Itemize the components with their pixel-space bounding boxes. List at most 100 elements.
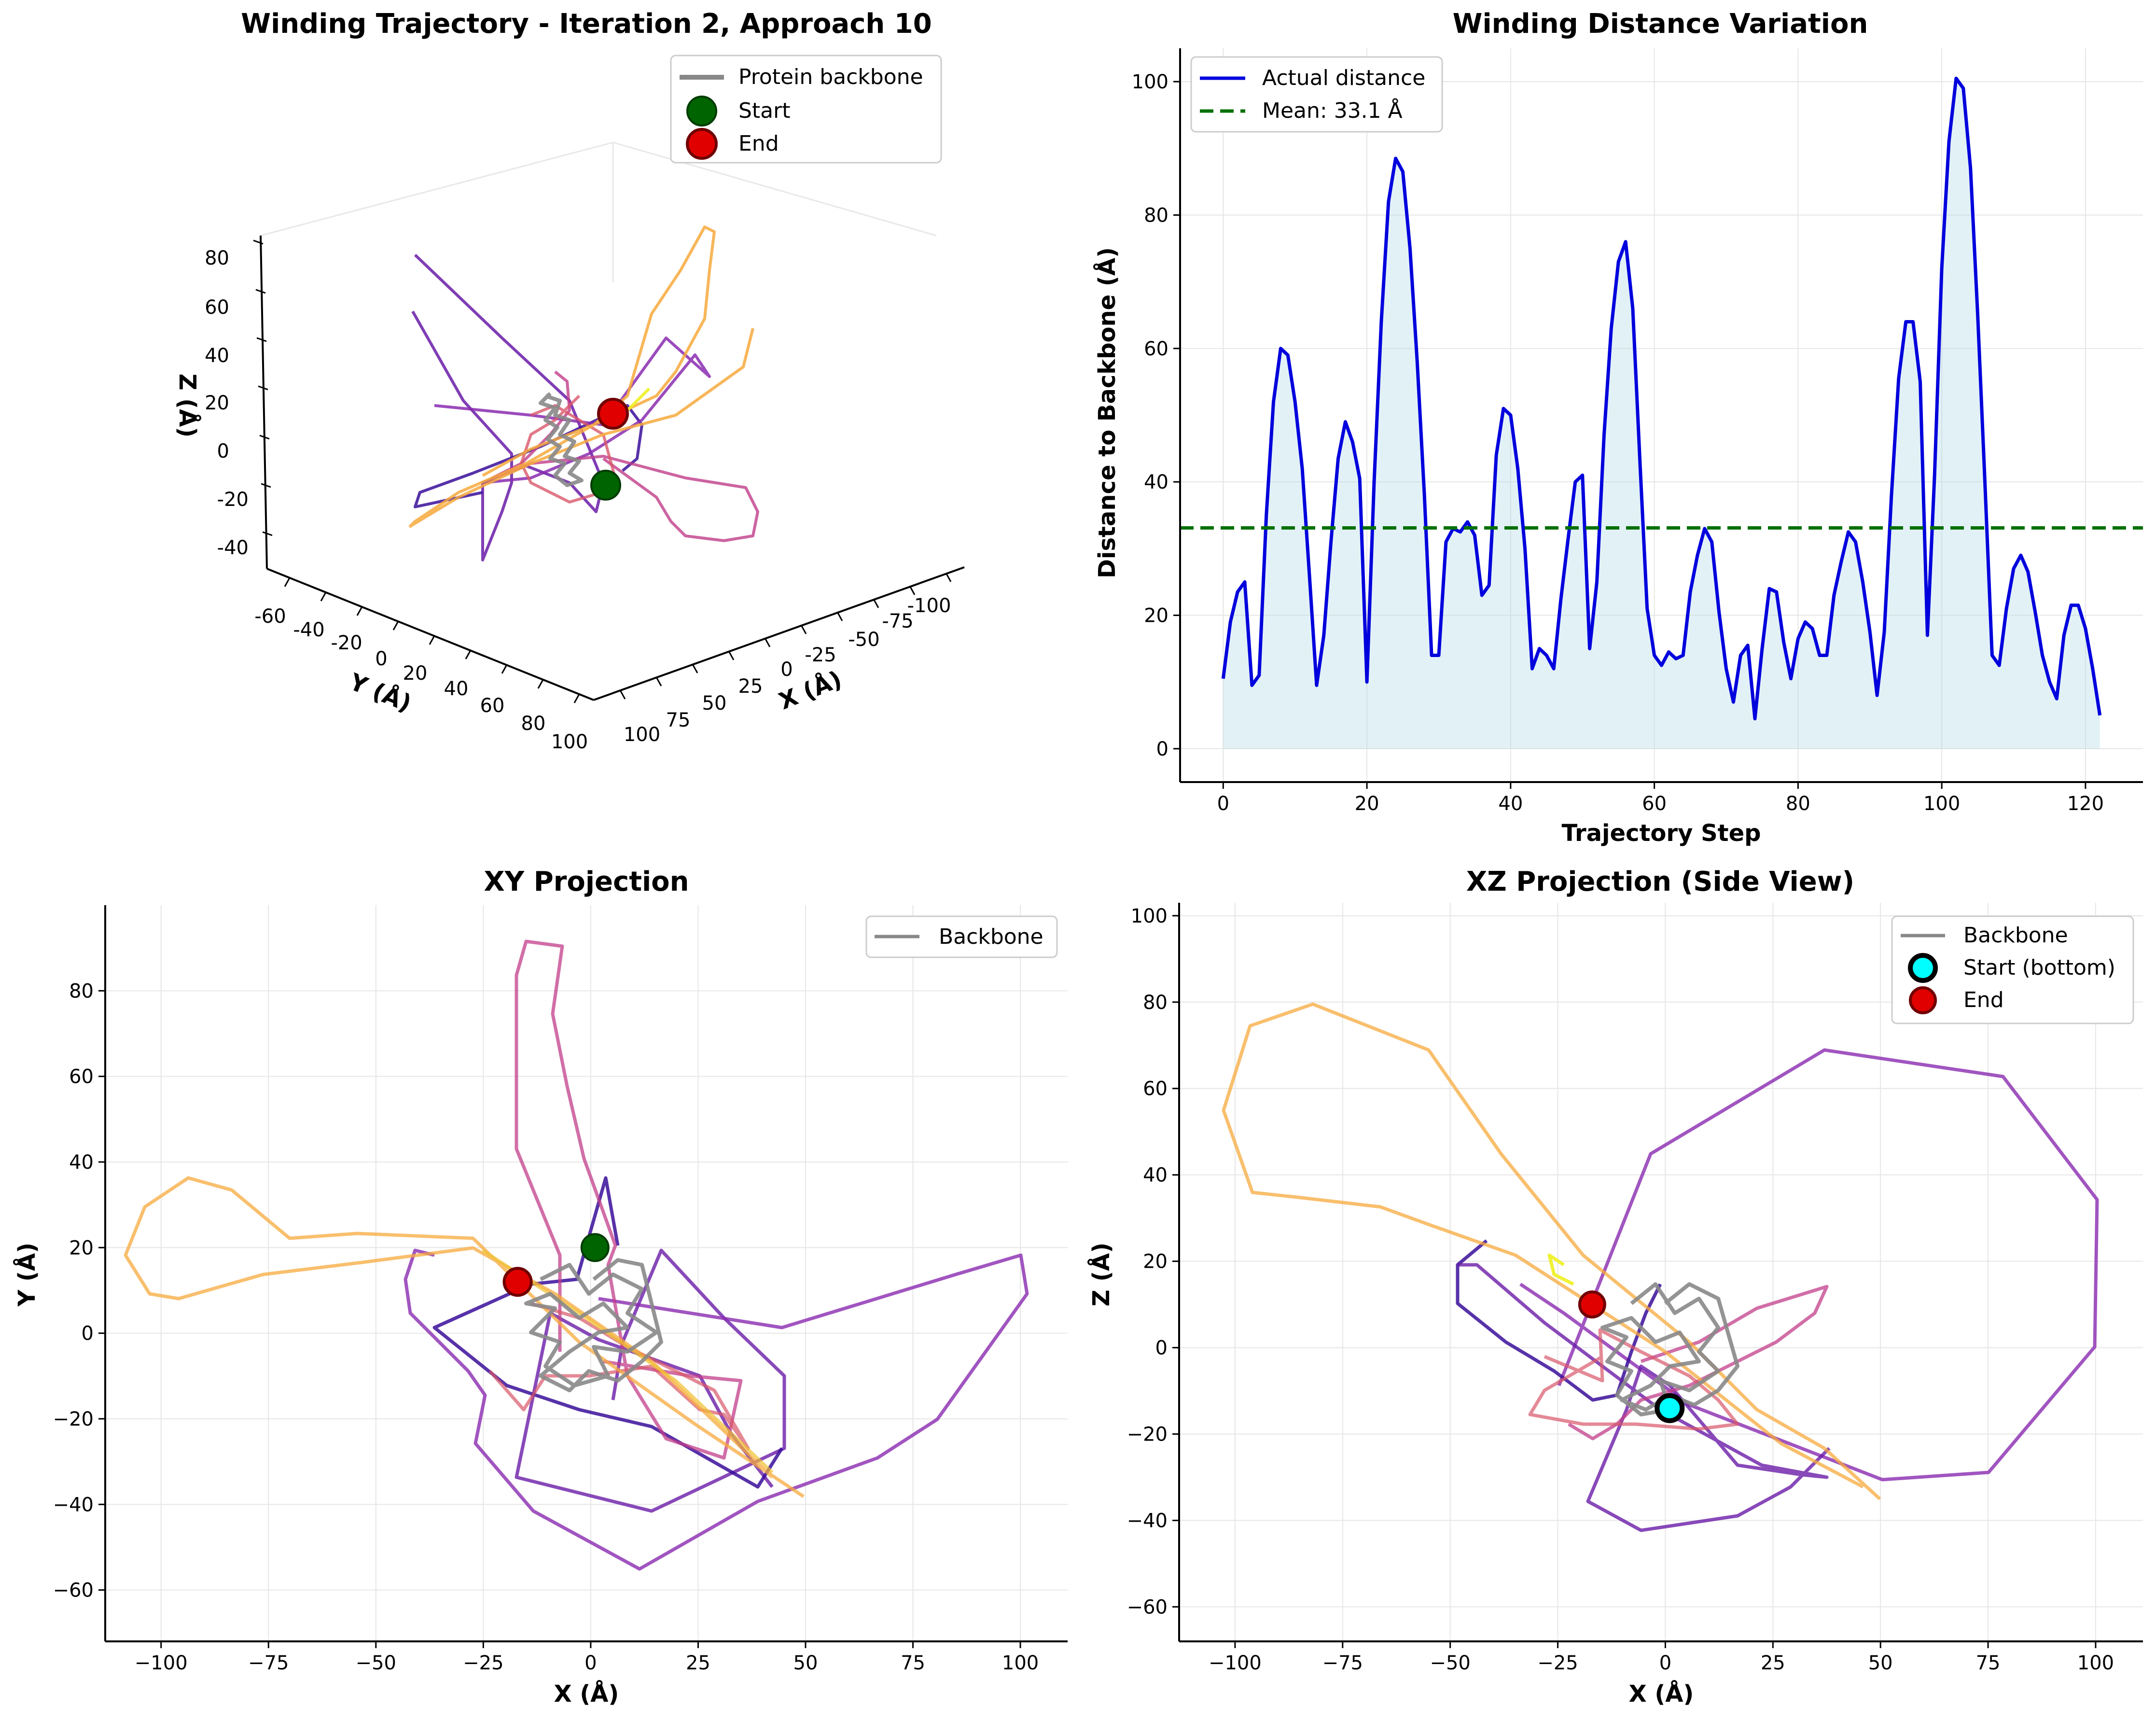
xz-trajectory-segment — [1222, 1002, 1881, 1500]
z-axis-label: Z (Å) — [174, 374, 201, 438]
distance-y-ticks: 0 20 40 60 80 100 — [1132, 71, 1180, 760]
z-tick-0: 0 — [217, 440, 229, 462]
xz-x-label: X (Å) — [1629, 1680, 1694, 1708]
x-tick-label: 120 — [2067, 793, 2104, 815]
x-tick-m75: -75 — [882, 610, 913, 632]
xz-start-marker — [1655, 1393, 1685, 1423]
x-tick-50: 50 — [702, 692, 727, 714]
panel-distance: Winding Distance Variation 0 20 40 60 80 100 1… — [1093, 8, 2143, 847]
x-tick-label: −50 — [1430, 1652, 1470, 1674]
distance-line — [1221, 76, 2102, 721]
y-tick-20: 20 — [403, 662, 428, 685]
legend-3d: Protein backbone Start End — [670, 55, 942, 164]
distance-axes — [1179, 48, 2143, 783]
y-tick-label: 100 — [1132, 71, 1168, 93]
y-tick-80: 80 — [521, 713, 546, 735]
y-tick-label: 40 — [69, 1151, 94, 1174]
y-tick-0: 0 — [375, 648, 387, 670]
x-tick-label: 50 — [793, 1652, 818, 1674]
panel-xz: XZ Projection (Side View) −100 −75 −50 −25 0… — [1087, 866, 2143, 1708]
pane-3d — [260, 141, 937, 282]
x-tick-label: 100 — [2077, 1652, 2114, 1674]
x-tick-label: 0 — [584, 1652, 597, 1674]
distance-title: Winding Distance Variation — [1453, 8, 1868, 40]
z-tick-20: 20 — [205, 392, 229, 414]
xy-x-label: X (Å) — [554, 1680, 619, 1708]
y-tick-label: 20 — [1143, 1251, 1168, 1273]
xz-axes — [1178, 903, 2143, 1642]
legend-xy-backbone-label: Backbone — [939, 924, 1043, 949]
xy-title: XY Projection — [484, 866, 689, 897]
xz-y-label: Z (Å) — [1087, 1243, 1115, 1307]
z-ticks — [253, 239, 273, 536]
xz-title: XZ Projection (Side View) — [1466, 866, 1854, 897]
legend-xz-end-swatch — [1909, 986, 1937, 1014]
z-tick-m20: -20 — [217, 489, 249, 511]
end-marker-3d — [597, 398, 629, 430]
y-tick-label: −60 — [1127, 1596, 1168, 1618]
y-tick-label: 100 — [1131, 905, 1168, 927]
xz-trajectory-segment — [1568, 1285, 1829, 1441]
x-tick-label: −50 — [356, 1652, 396, 1674]
x-tick-m50: -50 — [848, 629, 879, 651]
x-tick-label: 0 — [1217, 793, 1229, 815]
xy-trajectory-segment — [403, 1248, 1029, 1571]
xy-x-ticks: −100 −75 −50 −25 0 25 50 75 100 — [135, 1641, 1039, 1674]
start-marker-3d — [590, 470, 621, 501]
y-tick-label: 20 — [1144, 605, 1168, 627]
xy-start-marker — [580, 1233, 610, 1262]
xz-trajectory-segment — [1528, 1328, 1739, 1431]
xy-backbone — [524, 1258, 663, 1392]
y-tick-label: 80 — [69, 980, 94, 1002]
y-tick-m60: -60 — [254, 605, 286, 628]
x-tick-m25: -25 — [805, 644, 836, 666]
x-tick-label: 100 — [1002, 1652, 1039, 1674]
xy-end-marker — [502, 1267, 533, 1297]
x-tick-label: 0 — [1659, 1652, 1671, 1674]
legend-start-swatch — [686, 96, 717, 126]
x-ticks — [619, 573, 952, 700]
xz-legend-frame — [1891, 915, 2134, 1024]
y-tick-label: 0 — [1156, 738, 1168, 760]
x-tick-labels: 100 75 50 25 0 -25 -50 -75 -100 — [624, 595, 951, 746]
panel-3d: Winding Trajectory - Iteration 2, Approa… — [174, 8, 965, 753]
x-tick-0: 0 — [780, 658, 793, 681]
legend-start-label: Start — [738, 98, 791, 123]
xz-trajectory-segment — [1547, 1253, 1574, 1286]
y-tick-label: 40 — [1144, 471, 1168, 493]
trajectory-3d — [409, 225, 759, 561]
x-tick-75: 75 — [666, 709, 691, 731]
z-tick-60: 60 — [205, 296, 229, 319]
distance-x-ticks: 0 20 40 60 80 100 120 — [1217, 782, 2104, 815]
y-tick-label: 60 — [1143, 1078, 1168, 1100]
xy-trajectory-segment — [432, 1176, 783, 1489]
z-tick-m40: -40 — [217, 537, 249, 559]
x-tick-label: 100 — [1923, 793, 1960, 815]
x-tick-25: 25 — [738, 675, 763, 698]
y-tick-m40: -40 — [293, 619, 324, 641]
z-tick-40: 40 — [205, 345, 229, 367]
y-tick-label: −40 — [53, 1494, 94, 1516]
x-tick-label: 25 — [1761, 1652, 1785, 1674]
xy-legend-frame — [865, 915, 1058, 958]
xy-y-label: Y (Å) — [13, 1243, 41, 1307]
x-tick-m100: -100 — [907, 595, 951, 617]
x-tick-label: −75 — [1322, 1652, 1363, 1674]
xz-y-ticks: −60 −40 −20 0 20 40 60 80 100 — [1127, 905, 1179, 1618]
xy-y-ticks: −60 −40 −20 0 20 40 60 80 — [53, 980, 105, 1602]
legend-end-swatch — [686, 128, 718, 160]
y-tick-label: 80 — [1143, 992, 1168, 1014]
x-tick-label: 40 — [1498, 793, 1523, 815]
xy-trajectory-segment — [515, 1248, 786, 1513]
x-tick-label: 75 — [901, 1652, 925, 1674]
xz-end-marker — [1578, 1290, 1606, 1319]
panel-xy: XY Projection −100 −75 −50 −25 0 25 50 75 100 −6… — [13, 866, 1068, 1708]
z-tick-labels: 80 60 40 20 0 -20 -40 — [205, 247, 249, 559]
y-tick-40: 40 — [444, 678, 469, 700]
panel-3d-title: Winding Trajectory - Iteration 2, Approa… — [241, 8, 932, 40]
xz-trajectory — [1222, 1002, 2099, 1532]
x-tick-label: −25 — [463, 1652, 503, 1674]
xy-trajectory-segment — [124, 1176, 805, 1498]
xy-grid — [105, 905, 1068, 1641]
x-tick-label: 60 — [1642, 793, 1667, 815]
